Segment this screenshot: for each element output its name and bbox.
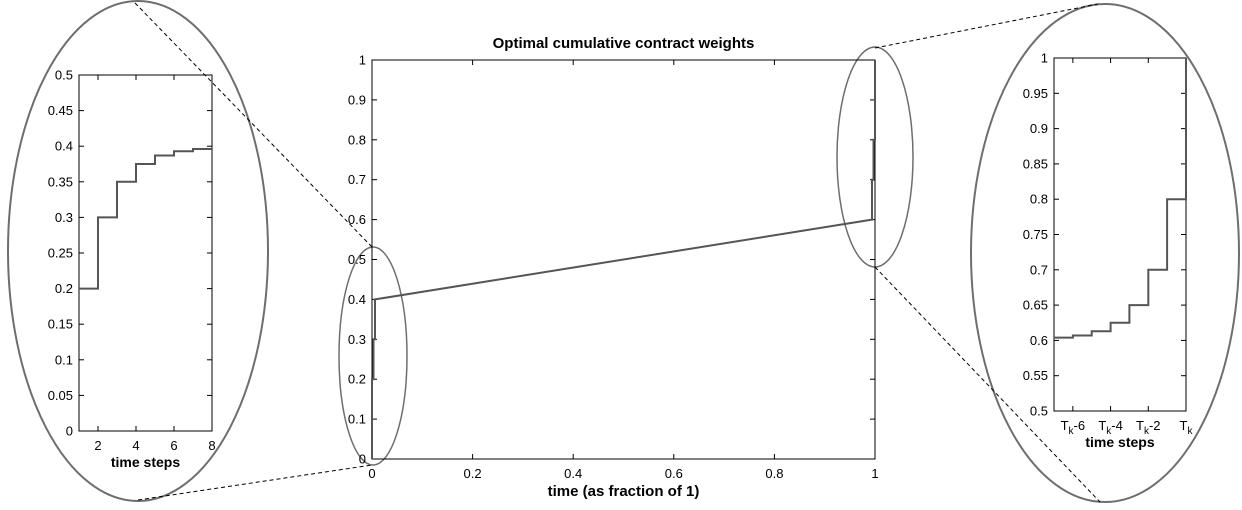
x-tick-label: 8 bbox=[208, 438, 215, 453]
connector-left-top bbox=[134, 2, 373, 248]
y-tick-label: 0 bbox=[359, 452, 366, 467]
y-tick-label: 0.85 bbox=[1023, 156, 1048, 171]
x-tick-label: Tk-6 bbox=[1061, 418, 1086, 437]
zoom-chart-end: 0.5 0.55 0.6 0.65 0.7 0.75 0.8 0.85 0.9 0.95 1 Tk-6… bbox=[1023, 51, 1194, 451]
y-tick-label: 0.1 bbox=[55, 352, 73, 367]
x-axis-label: time (as fraction of 1) bbox=[548, 483, 700, 500]
y-tick-label: 0.4 bbox=[55, 139, 73, 154]
y-tick-label: 0.95 bbox=[1023, 86, 1048, 101]
x-tick-label: 6 bbox=[170, 438, 177, 453]
y-tick-label: 0.05 bbox=[48, 388, 73, 403]
y-tick-label: 0.9 bbox=[1030, 121, 1048, 136]
x-tick-label: 1 bbox=[871, 466, 878, 481]
x-tick-label: Tk-4 bbox=[1098, 418, 1123, 437]
connector-left-bottom bbox=[137, 464, 373, 501]
y-tick-label: 1 bbox=[1041, 51, 1048, 66]
x-axis-label: time steps bbox=[111, 454, 180, 470]
y-tick-label: 0.3 bbox=[55, 210, 73, 225]
zoom-chart-start: 0 0.05 0.1 0.15 0.2 0.25 0.3 0.35 0.4 0.45 0.5 2 4 6 8… bbox=[48, 68, 216, 471]
y-tick-label: 0.45 bbox=[48, 103, 73, 118]
x-tick-label: 0.4 bbox=[564, 466, 582, 481]
x-tick-label: 0 bbox=[368, 466, 375, 481]
y-tick-label: 0.6 bbox=[1030, 333, 1048, 348]
y-tick-label: 0.65 bbox=[1023, 298, 1048, 313]
y-tick-label: 0.2 bbox=[348, 372, 366, 387]
y-tick-label: 0.2 bbox=[55, 281, 73, 296]
y-tick-label: 0 bbox=[66, 424, 73, 439]
y-tick-label: 0.9 bbox=[348, 92, 366, 107]
zoom-ellipse-left bbox=[7, 0, 269, 502]
y-tick-label: 0.55 bbox=[1023, 368, 1048, 383]
focus-ellipse-start bbox=[338, 246, 408, 466]
chart-title: Optimal cumulative contract weights bbox=[493, 35, 755, 52]
x-axis-label: time steps bbox=[1085, 434, 1154, 450]
series-line bbox=[79, 148, 212, 290]
connector-right-top bbox=[874, 3, 1099, 49]
zoom-ellipse-right bbox=[970, 3, 1240, 503]
x-tick-label: 0.2 bbox=[464, 466, 482, 481]
y-tick-label: 0.25 bbox=[48, 246, 73, 261]
series-line bbox=[371, 60, 876, 459]
y-tick-label: 0.4 bbox=[348, 292, 366, 307]
y-tick-label: 0.1 bbox=[348, 412, 366, 427]
y-tick-label: 0.5 bbox=[55, 68, 73, 83]
x-tick-label: 0.8 bbox=[765, 466, 783, 481]
y-tick-label: 0.35 bbox=[48, 174, 73, 189]
main-chart: 0 0.1 0.2 0.3 0.4 0.5 0.6 0.7 0.8 0.9 1 0 0.2 0.4 0.6 0… bbox=[348, 35, 879, 500]
x-tick-label: 2 bbox=[94, 438, 101, 453]
x-tick-label: Tk bbox=[1180, 418, 1194, 437]
series-line bbox=[1054, 58, 1187, 339]
y-tick-label: 0.6 bbox=[348, 212, 366, 227]
connector-right-bottom bbox=[874, 266, 1101, 503]
y-tick-label: 0.5 bbox=[348, 252, 366, 267]
y-tick-label: 0.15 bbox=[48, 317, 73, 332]
y-tick-label: 0.8 bbox=[1030, 192, 1048, 207]
x-tick-label: Tk-2 bbox=[1136, 418, 1161, 437]
y-tick-label: 0.7 bbox=[348, 172, 366, 187]
y-tick-label: 0.7 bbox=[1030, 262, 1048, 277]
y-tick-label: 0.75 bbox=[1023, 227, 1048, 242]
x-tick-label: 4 bbox=[132, 438, 139, 453]
y-tick-label: 0.3 bbox=[348, 332, 366, 347]
y-tick-label: 0.5 bbox=[1030, 404, 1048, 419]
x-tick-label: 0.6 bbox=[665, 466, 683, 481]
y-tick-label: 0.8 bbox=[348, 132, 366, 147]
y-tick-label: 1 bbox=[359, 53, 366, 68]
